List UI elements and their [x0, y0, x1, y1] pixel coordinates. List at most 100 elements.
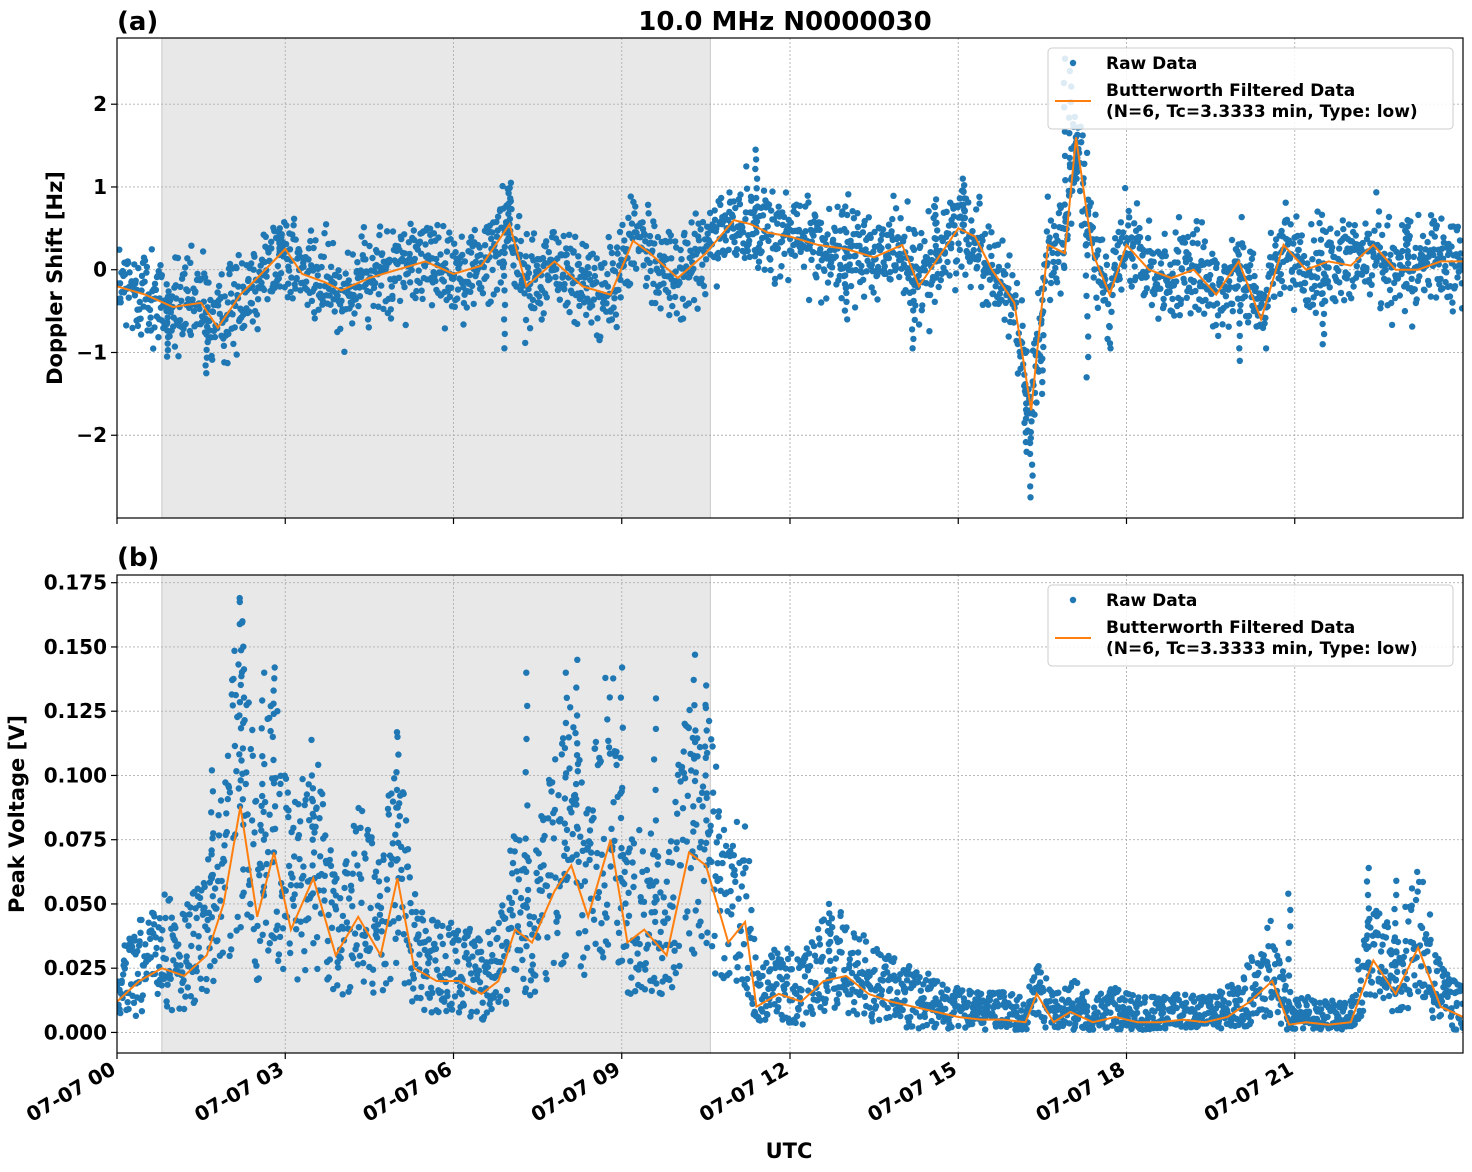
- raw-data-point: [1449, 299, 1456, 306]
- raw-data-point: [210, 977, 217, 985]
- raw-data-point: [707, 822, 714, 829]
- raw-data-point: [712, 970, 719, 977]
- raw-data-point: [818, 257, 825, 264]
- raw-data-point: [1375, 208, 1383, 215]
- raw-data-point: [1035, 289, 1042, 297]
- raw-data-point: [224, 795, 231, 803]
- raw-data-point: [201, 274, 209, 281]
- raw-data-point: [743, 893, 750, 900]
- raw-data-point: [996, 290, 1004, 297]
- raw-data-point: [527, 977, 535, 984]
- raw-data-point: [426, 225, 434, 232]
- raw-data-point: [1209, 250, 1216, 257]
- raw-data-point: [285, 807, 292, 814]
- raw-data-point: [400, 931, 407, 938]
- raw-data-point: [443, 1007, 450, 1015]
- raw-data-point: [294, 976, 301, 983]
- raw-data-point: [157, 262, 164, 269]
- raw-data-point: [806, 962, 814, 970]
- raw-data-point: [911, 230, 919, 237]
- raw-data-point: [418, 287, 425, 294]
- raw-data-point: [319, 801, 327, 808]
- raw-data-point: [713, 225, 720, 232]
- raw-data-point: [439, 940, 446, 948]
- raw-data-point: [882, 963, 889, 970]
- raw-data-point: [906, 963, 913, 970]
- raw-data-point: [708, 736, 715, 743]
- raw-data-point: [781, 250, 788, 257]
- raw-data-point: [1240, 244, 1247, 251]
- raw-data-point: [543, 238, 550, 245]
- raw-data-point: [1248, 255, 1256, 263]
- raw-data-point: [539, 254, 547, 262]
- raw-data-point: [422, 241, 429, 248]
- raw-data-point: [884, 1004, 891, 1012]
- raw-data-point: [451, 303, 458, 310]
- raw-data-point: [868, 261, 875, 268]
- raw-data-point: [484, 963, 492, 971]
- raw-data-point: [509, 249, 517, 256]
- raw-data-point: [889, 215, 896, 223]
- raw-data-point: [476, 937, 483, 944]
- raw-data-point: [195, 933, 202, 940]
- raw-data-point: [999, 237, 1006, 244]
- raw-data-point: [376, 892, 384, 900]
- raw-data-point: [739, 224, 746, 231]
- raw-data-point: [609, 260, 616, 267]
- raw-data-point: [1009, 272, 1016, 279]
- raw-data-point: [1027, 428, 1035, 436]
- raw-data-point: [248, 260, 255, 267]
- raw-data-point: [395, 929, 402, 936]
- raw-data-point: [792, 982, 799, 990]
- raw-data-point: [412, 908, 420, 916]
- raw-data-point: [404, 846, 412, 853]
- raw-data-point: [1061, 152, 1069, 160]
- raw-data-point: [782, 965, 789, 972]
- raw-data-point: [327, 263, 335, 270]
- raw-data-point: [499, 902, 506, 909]
- raw-data-point: [862, 957, 869, 964]
- raw-data-point: [1195, 306, 1202, 313]
- raw-data-point: [517, 909, 524, 916]
- raw-data-point: [209, 835, 216, 842]
- raw-data-point: [1251, 272, 1258, 280]
- raw-data-point: [935, 283, 942, 291]
- raw-data-point: [883, 969, 891, 976]
- raw-data-point: [722, 842, 730, 850]
- raw-data-point: [211, 957, 218, 965]
- raw-data-point: [341, 884, 348, 892]
- raw-data-point: [134, 322, 142, 330]
- raw-data-point: [1245, 312, 1253, 320]
- raw-data-point: [1001, 316, 1008, 323]
- raw-data-point: [606, 694, 613, 701]
- raw-data-point: [395, 914, 402, 922]
- raw-data-point: [654, 853, 662, 860]
- raw-data-point: [567, 704, 574, 711]
- raw-data-point: [952, 287, 959, 294]
- raw-data-point: [965, 199, 972, 206]
- raw-data-point: [279, 925, 287, 932]
- raw-data-point: [1246, 274, 1253, 281]
- raw-data-point: [187, 259, 194, 266]
- raw-data-point: [354, 961, 361, 968]
- raw-data-point: [610, 675, 617, 682]
- raw-data-point: [261, 798, 269, 806]
- raw-data-point: [481, 242, 489, 249]
- raw-data-point: [1084, 313, 1091, 320]
- raw-data-point: [704, 929, 711, 936]
- raw-data-point: [1133, 200, 1141, 207]
- raw-data-point: [1174, 259, 1181, 266]
- raw-data-point: [1053, 279, 1061, 286]
- raw-data-point: [252, 797, 260, 805]
- raw-data-point: [456, 260, 463, 267]
- raw-data-point: [821, 1007, 828, 1015]
- raw-data-point: [541, 832, 548, 840]
- raw-data-point: [358, 899, 365, 906]
- raw-data-point: [896, 273, 903, 281]
- raw-data-point: [1451, 283, 1459, 290]
- raw-data-point: [588, 302, 596, 309]
- raw-data-point: [1214, 312, 1222, 319]
- raw-data-point: [778, 263, 785, 270]
- raw-data-point: [1286, 284, 1294, 292]
- raw-data-point: [260, 286, 268, 294]
